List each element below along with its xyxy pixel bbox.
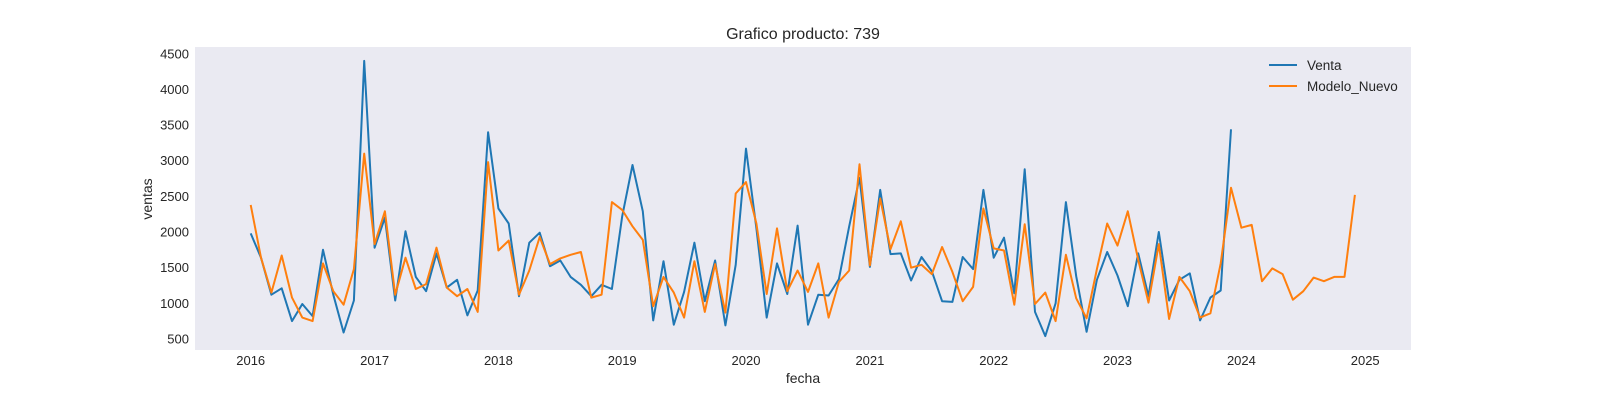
y-tick-label: 2500 <box>160 189 189 204</box>
x-tick-label: 2018 <box>484 353 513 368</box>
y-axis-ticks: 500 1000 1500 2000 2500 3000 3500 4000 4500 <box>160 46 189 346</box>
y-tick-label: 3500 <box>160 118 189 133</box>
x-tick-label: 2021 <box>855 353 884 368</box>
y-tick-label: 500 <box>167 331 189 346</box>
y-tick-label: 1000 <box>160 296 189 311</box>
x-axis-label: fecha <box>786 370 820 386</box>
x-tick-label: 2020 <box>732 353 761 368</box>
series-line-venta <box>249 59 1232 338</box>
x-tick-label: 2022 <box>979 353 1008 368</box>
series-line-modelo-nuevo <box>249 152 1356 323</box>
x-axis-ticks: 2016 2017 2018 2019 2020 2021 2022 2023 2024 2025 <box>236 353 1379 368</box>
x-tick-label: 2024 <box>1227 353 1256 368</box>
legend-label-modelo-nuevo: Modelo_Nuevo <box>1307 79 1398 94</box>
legend-label-venta: Venta <box>1307 58 1342 73</box>
y-tick-label: 2000 <box>160 225 189 240</box>
y-tick-label: 1500 <box>160 260 189 275</box>
x-tick-label: 2023 <box>1103 353 1132 368</box>
y-tick-label: 4000 <box>160 82 189 97</box>
x-tick-label: 2016 <box>236 353 265 368</box>
x-tick-label: 2019 <box>608 353 637 368</box>
x-tick-label: 2017 <box>360 353 389 368</box>
x-tick-label: 2025 <box>1351 353 1380 368</box>
plot-background <box>195 47 1411 350</box>
chart-title: Grafico producto: 739 <box>726 26 880 43</box>
y-tick-label: 4500 <box>160 46 189 61</box>
legend: Venta Modelo_Nuevo <box>1269 58 1398 94</box>
y-tick-label: 3000 <box>160 153 189 168</box>
series-layer <box>249 59 1356 338</box>
y-axis-label: ventas <box>139 178 155 219</box>
